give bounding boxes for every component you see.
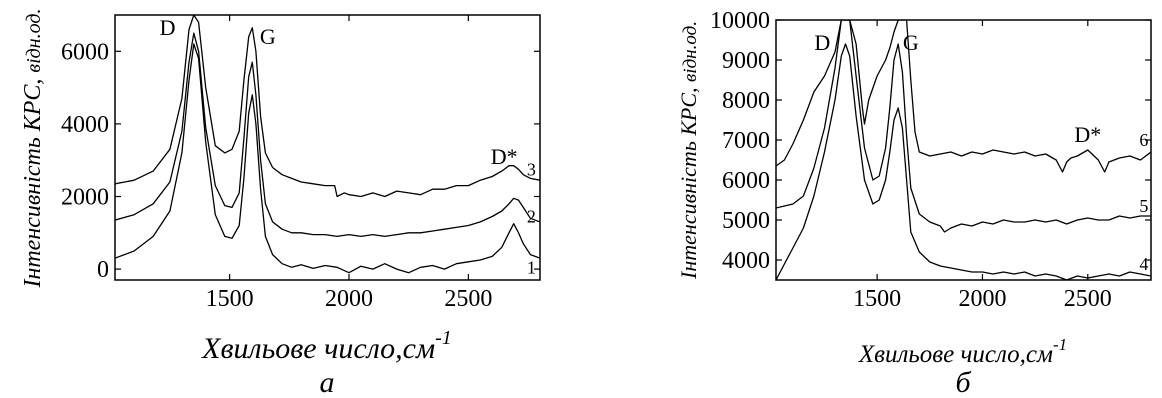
panel-a-y-tick-label: 2000 <box>61 185 109 211</box>
panel-b-y-tick-label: 6000 <box>722 168 770 194</box>
panel-b-plot-frame <box>775 19 1152 281</box>
panel-a-series-label-2: 2 <box>527 206 536 226</box>
panel-b-series-label-5: 5 <box>1139 196 1148 216</box>
panel-b-series-line-5 <box>776 20 1151 233</box>
panel-b-y-tick-label: 5000 <box>722 208 770 234</box>
panel-a-x-tick-label: 1500 <box>206 286 254 312</box>
panel-b-x-axis-title: Хвильове число,см-1 <box>858 335 1067 368</box>
panel-b-x-tick-label: 2000 <box>958 286 1006 312</box>
panel-a-y-tick-label: 6000 <box>61 39 109 65</box>
panel-b-y-tick-label: 10000 <box>710 8 770 34</box>
panel-b-peak-label-G: G <box>903 30 919 55</box>
panel-a-peak-label-D: D <box>160 15 176 40</box>
panel-a-series-line-3 <box>115 15 540 198</box>
panel-b-series-line-6 <box>776 20 1151 173</box>
panel-a-label: а <box>320 366 335 398</box>
panel-b-y-axis-title: Інтенсивність КРС, відн.од. <box>676 21 701 280</box>
panel-b: 1500 2000 2500 4000 5000 6000 7000 8000 9000 1000… <box>676 8 1152 398</box>
panel-a-series-label-1: 1 <box>527 257 536 277</box>
panel-b-x-tick-label: 1500 <box>853 286 901 312</box>
panel-b-y-tick-label: 8000 <box>722 88 770 114</box>
panel-a-plot-frame <box>114 14 541 281</box>
panel-a-y-tick-label: 0 <box>97 257 109 283</box>
panel-b-peak-label-D: D <box>814 30 830 55</box>
panel-b-plot-area: 1500 2000 2500 4000 5000 6000 7000 8000 9000 1000… <box>710 8 1151 312</box>
panel-b-peak-label-D-star: D* <box>1074 122 1101 147</box>
panel-b-series-label-6: 6 <box>1139 130 1148 150</box>
panel-a-x-tick-label: 2000 <box>325 286 373 312</box>
panel-b-label: б <box>955 366 971 398</box>
panel-b-y-tick-label: 9000 <box>722 48 770 74</box>
panel-a-y-axis-title: Інтенсивність КРС, відн.од. <box>20 8 46 288</box>
panel-a-peak-label-G: G <box>260 24 276 49</box>
panel-b-y-tick-label: 7000 <box>722 128 770 154</box>
panel-b-series-line-4 <box>776 43 1151 280</box>
panel-b-series-label-4: 4 <box>1139 254 1148 274</box>
panel-a-x-axis-title: Хвильове число,см-1 <box>201 327 452 365</box>
panel-a-y-axis-unit: відн.од. <box>23 8 45 72</box>
panel-a-peak-label-D-star: D* <box>491 144 518 169</box>
panel-b-x-axis-unit-superscript: -1 <box>1053 335 1067 354</box>
panel-b-y-axis-unit: відн.од. <box>680 21 701 82</box>
panel-a-plot-area: 1500 2000 2500 0 2000 4000 6000 1 2 3 D G D* <box>61 15 540 312</box>
panel-a-series-label-3: 3 <box>527 159 536 179</box>
panel-a-y-tick-label: 4000 <box>61 112 109 138</box>
panel-a-x-tick-label: 2500 <box>444 286 492 312</box>
panel-b-y-tick-label: 4000 <box>722 248 770 274</box>
panel-a-series-line-2 <box>115 32 540 238</box>
panel-b-x-tick-label: 2500 <box>1064 286 1112 312</box>
panel-a: 1500 2000 2500 0 2000 4000 6000 1 2 3 D G D* Хвильов… <box>20 8 541 398</box>
panel-a-x-axis-unit-superscript: -1 <box>435 327 452 349</box>
panel-a-series-line-1 <box>115 43 540 274</box>
